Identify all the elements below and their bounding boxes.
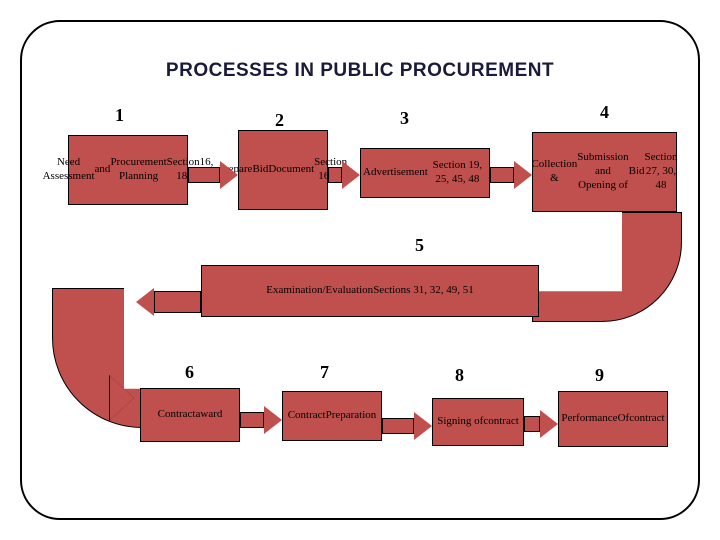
step-box-4: Collection &Submission and Opening ofBid… — [532, 132, 677, 212]
arrow-a78 — [382, 410, 432, 442]
step-number-5: 5 — [415, 235, 424, 256]
step-box-1: Need AssessmentandProcurement PlanningSe… — [68, 135, 188, 205]
step-number-1: 1 — [115, 105, 124, 126]
step-box-2: PrepareBidDocumentSection 16,18 — [238, 130, 328, 210]
step-box-3: AdvertisementSection 19, 25, 45, 48 — [360, 148, 490, 198]
step-number-2: 2 — [275, 110, 284, 131]
step-number-9: 9 — [595, 365, 604, 386]
step-box-5: Examination/EvaluationSections 31, 32, 4… — [201, 265, 539, 317]
arrow-a34 — [490, 159, 532, 191]
step-box-7: ContractPreparation — [282, 391, 382, 441]
arrow-a89 — [524, 408, 558, 440]
page-title: PROCESSES IN PUBLIC PROCUREMENT — [0, 60, 720, 82]
step-box-8: Signing ofcontract — [432, 398, 524, 446]
step-number-8: 8 — [455, 365, 464, 386]
step-box-6: Contractaward — [140, 388, 240, 442]
arrow-a45l — [136, 280, 201, 324]
step-number-6: 6 — [185, 362, 194, 383]
step-number-4: 4 — [600, 102, 609, 123]
step-number-3: 3 — [400, 108, 409, 129]
arrow-a12 — [188, 159, 238, 191]
step-number-7: 7 — [320, 362, 329, 383]
connector-5-to-6-head — [110, 376, 134, 420]
arrow-a23 — [328, 159, 360, 191]
arrow-a67 — [240, 404, 282, 436]
step-box-9: PerformanceOfcontract — [558, 391, 668, 447]
